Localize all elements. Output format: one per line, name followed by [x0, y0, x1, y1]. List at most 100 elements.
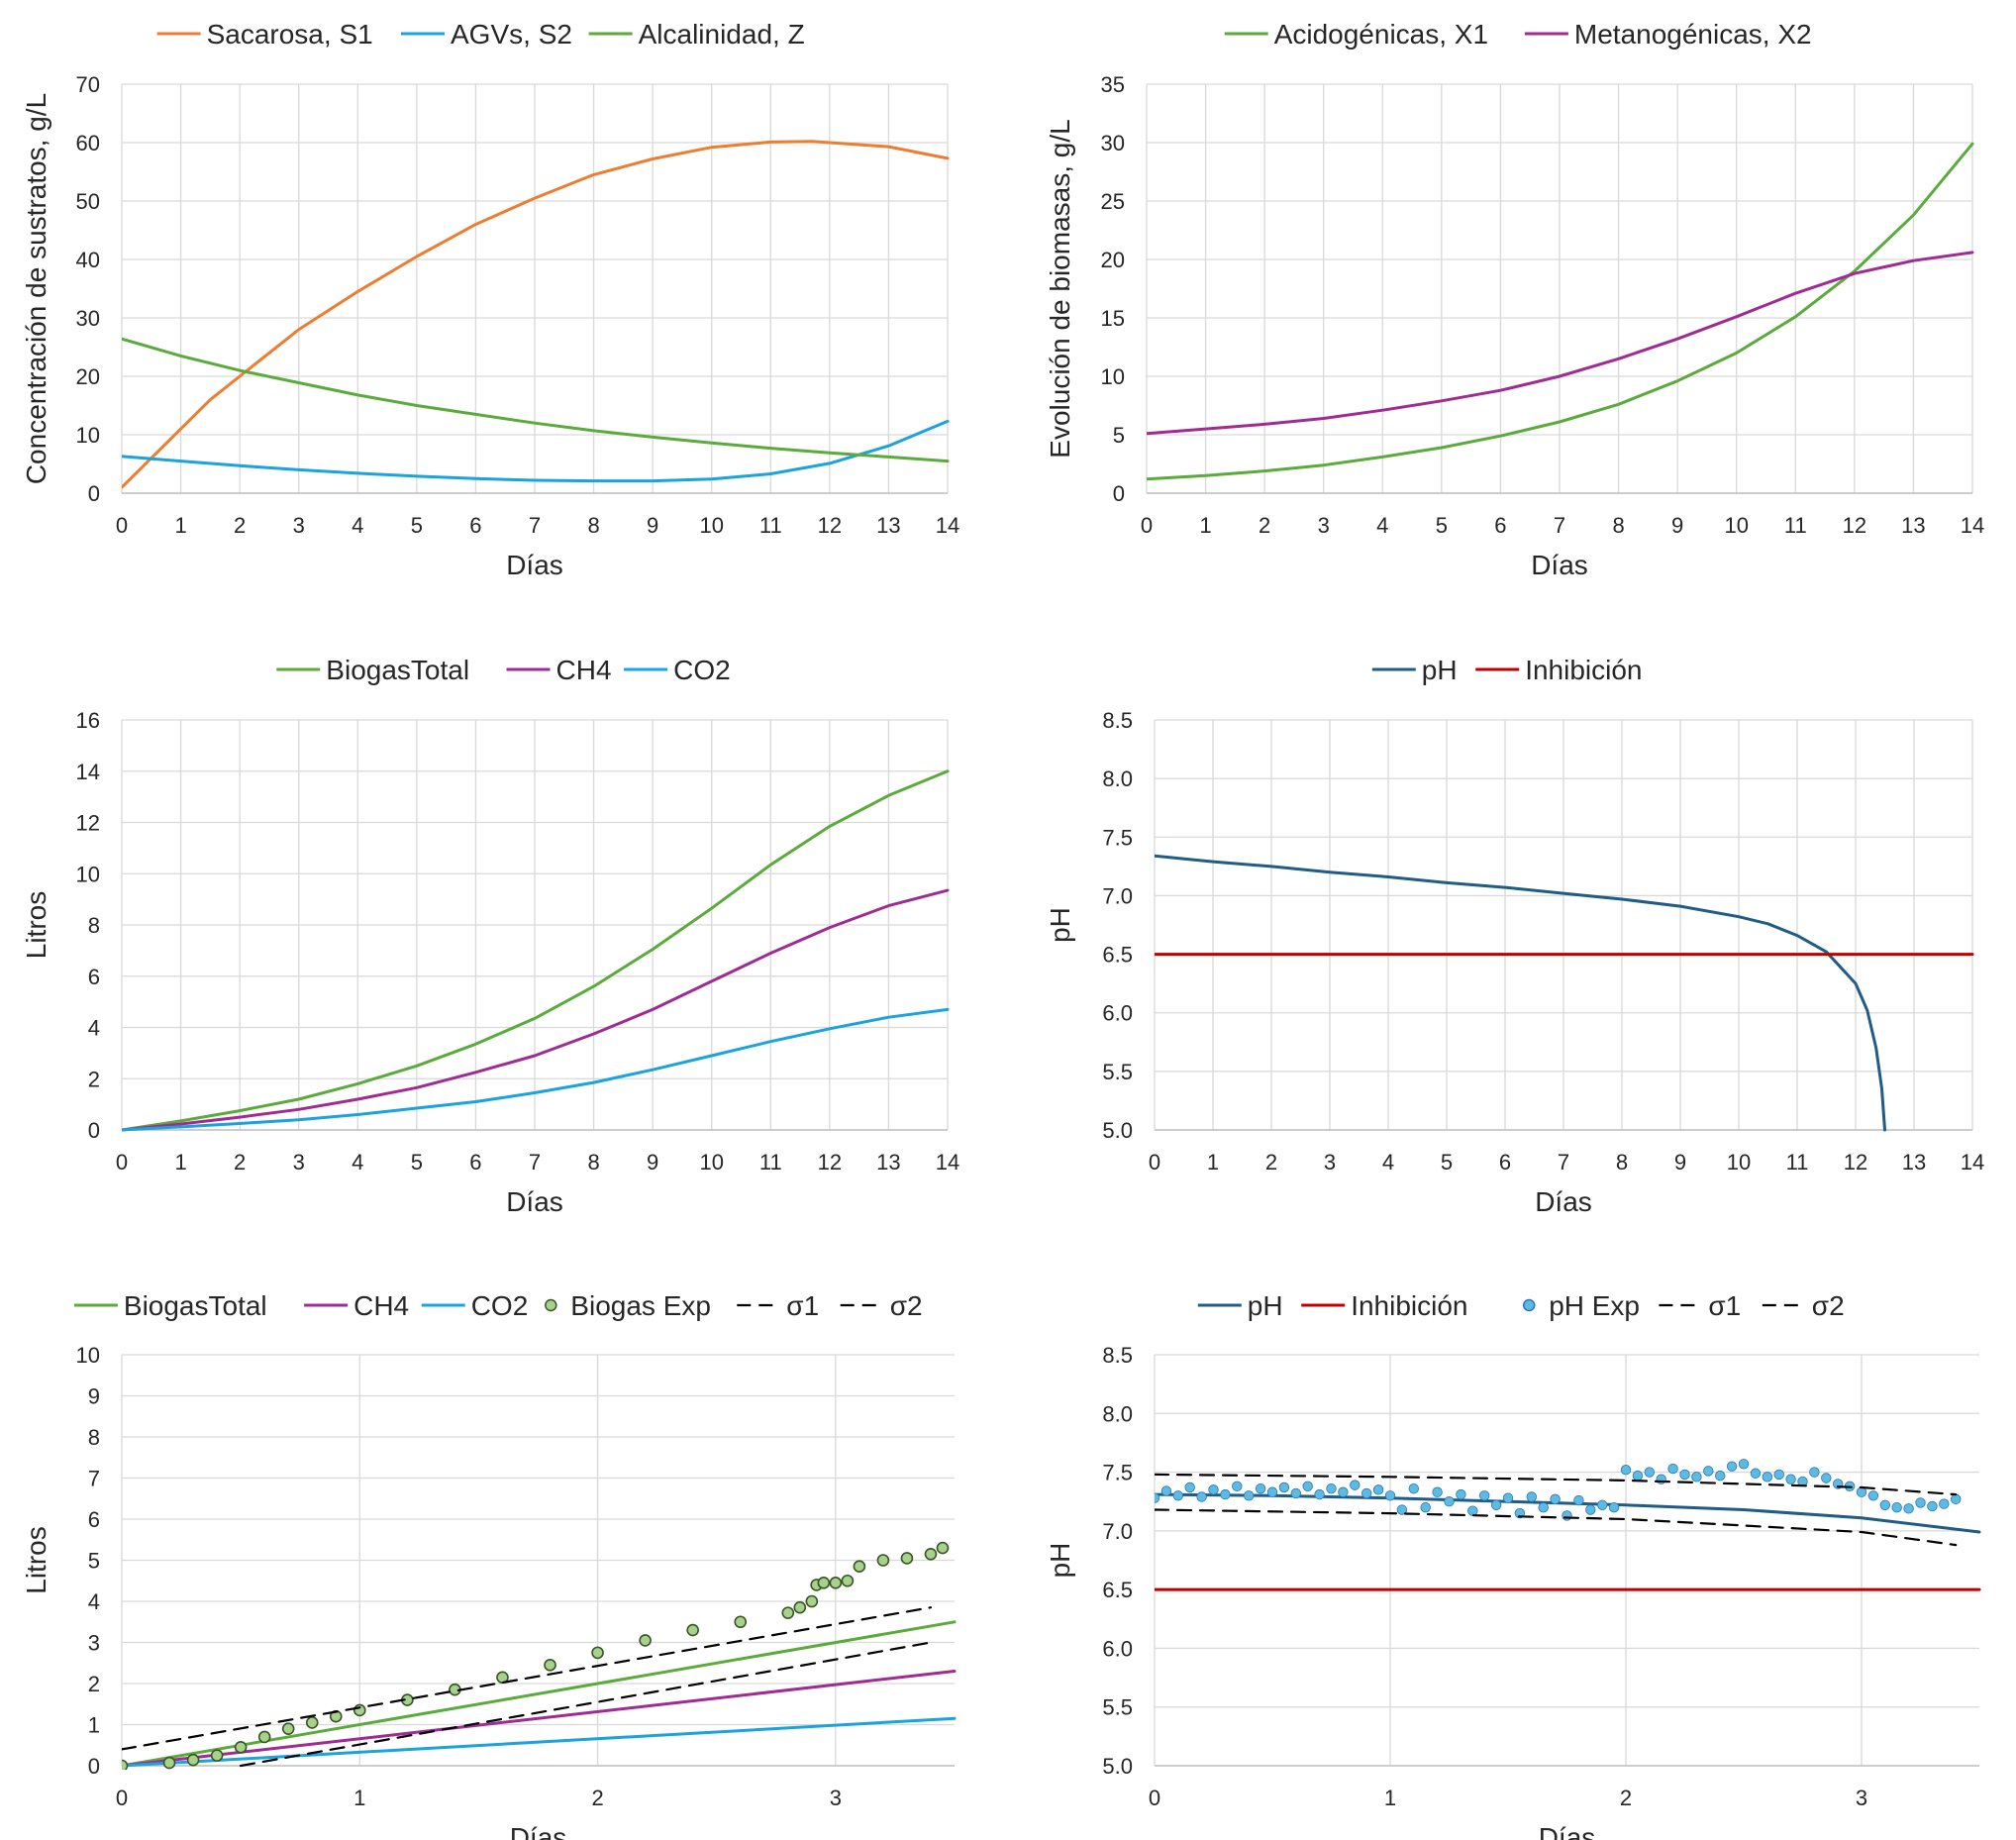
y-tick-label: 0 [1113, 481, 1125, 506]
data-point [805, 1594, 819, 1608]
data-point [639, 1634, 652, 1647]
data-point [841, 1574, 855, 1587]
x-tick-label: 2 [591, 1786, 603, 1810]
data-point [781, 1606, 795, 1619]
x-tick-label: 5 [1436, 513, 1448, 538]
data-point [1585, 1504, 1596, 1515]
data-point [1467, 1505, 1478, 1516]
legend-item: Metanogénicas, X2 [1524, 19, 1812, 50]
data-point [1691, 1472, 1702, 1482]
y-tick-label: 10 [1101, 364, 1125, 389]
y-axis-title: Concentración de sustratos, g/L [21, 93, 51, 484]
x-tick-label: 8 [587, 513, 599, 538]
data-point [210, 1749, 224, 1762]
series-line-sacarosa-s1 [122, 140, 950, 489]
data-point [1773, 1469, 1784, 1481]
x-tick-label: 2 [1265, 1150, 1277, 1175]
legend-label: BiogasTotal [326, 655, 469, 685]
legend-item: Biogas Exp [545, 1290, 711, 1321]
y-tick-label: 25 [1101, 189, 1125, 214]
legend-label: Biogas Exp [570, 1290, 711, 1321]
data-point [257, 1730, 271, 1744]
legend-item: Alcalinidad, Z [588, 19, 805, 50]
chart-4: 5.05.56.06.57.07.58.08.50 1 2 3 4 5 6 7 8 9 10 11 12… [1045, 655, 1984, 1217]
x-tick-label: 4 [1376, 513, 1388, 538]
legend-label: Metanogénicas, X2 [1574, 19, 1812, 50]
legend-label: Inhibición [1525, 655, 1642, 685]
x-tick-label: 0 [116, 513, 128, 538]
y-tick-label: 14 [76, 760, 100, 784]
legend-item: pH [1197, 1290, 1283, 1321]
y-tick-label: 60 [76, 131, 100, 155]
x-tick-label: 1 [174, 513, 186, 538]
x-tick-label: 9 [1674, 1150, 1686, 1175]
y-tick-label: 12 [76, 811, 100, 836]
data-point [1809, 1467, 1820, 1478]
x-tick-label: 3 [293, 513, 305, 538]
data-point [876, 1554, 890, 1567]
y-tick-label: 6 [88, 1507, 100, 1532]
y-tick-label: 5 [1113, 423, 1125, 448]
series-line-biogastotal [122, 769, 950, 1132]
x-axis-title: Días [1531, 550, 1588, 580]
data-point [1456, 1488, 1466, 1500]
data-point [1856, 1486, 1867, 1497]
series-ph-exp [1155, 1459, 1962, 1521]
data-point [1738, 1459, 1750, 1470]
legend: pH Inhibición pH Exp σ1 σ2 [1197, 1290, 1845, 1321]
x-tick-label: 12 [1843, 513, 1866, 538]
y-tick-label: 6.0 [1102, 1636, 1133, 1661]
y-tick-label: 7.0 [1102, 1519, 1133, 1544]
y-tick-label: 10 [76, 1343, 100, 1368]
legend-label: BiogasTotal [124, 1290, 267, 1321]
data-point [829, 1577, 843, 1589]
x-tick-label: 5 [411, 1150, 423, 1175]
legend-item: CH4 [304, 1290, 409, 1321]
x-tick-label: 3 [293, 1150, 305, 1175]
data-point [1915, 1497, 1926, 1508]
x-tick-label: 4 [1382, 1150, 1394, 1175]
y-tick-label: 2 [88, 1672, 100, 1696]
data-point [1444, 1496, 1455, 1507]
legend-item: Sacarosa, S1 [156, 19, 373, 50]
data-point [793, 1600, 807, 1614]
data-point [1432, 1486, 1443, 1497]
data-point [1255, 1482, 1266, 1494]
data-point [1396, 1504, 1408, 1515]
x-tick-label: 9 [647, 1150, 658, 1175]
series-line-metanog-nicas-x2 [1147, 251, 1974, 436]
series-line-alcalinidad-z [122, 337, 950, 463]
legend-item: σ2 [1762, 1290, 1845, 1321]
x-tick-label: 0 [1141, 513, 1153, 538]
x-tick-label: 11 [1784, 513, 1807, 538]
x-tick-label: 1 [174, 1150, 186, 1175]
y-tick-label: 7.0 [1102, 883, 1133, 908]
data-point [162, 1756, 176, 1770]
data-point [1821, 1473, 1832, 1483]
x-tick-label: 11 [759, 1150, 782, 1175]
y-tick-label: 0 [88, 1754, 100, 1779]
data-point [1891, 1501, 1902, 1513]
legend: Acidogénicas, X1 Metanogénicas, X2 [1224, 19, 1812, 50]
y-tick-label: 10 [76, 862, 100, 886]
data-point [1172, 1490, 1184, 1501]
y-tick-label: 6 [88, 965, 100, 989]
x-tick-label: 2 [234, 1150, 246, 1175]
x-axis-title: Días [1535, 1186, 1592, 1217]
x-tick-label: 10 [699, 513, 723, 538]
x-tick-label: 7 [1554, 513, 1565, 538]
x-axis-title: Días [1539, 1822, 1596, 1840]
y-tick-label: 20 [76, 364, 100, 389]
x-tick-label: 6 [469, 513, 481, 538]
x-tick-label: 3 [1856, 1786, 1867, 1810]
data-point [1573, 1494, 1584, 1506]
x-tick-label: 0 [116, 1786, 128, 1810]
data-point [1620, 1464, 1632, 1476]
legend-item: σ1 [1659, 1290, 1741, 1321]
data-point [1679, 1469, 1690, 1481]
x-tick-label: 0 [1149, 1786, 1160, 1810]
data-point [1785, 1474, 1796, 1484]
y-tick-label: 8.5 [1102, 1343, 1133, 1368]
y-tick-label: 70 [76, 72, 100, 97]
data-point [1703, 1466, 1714, 1477]
